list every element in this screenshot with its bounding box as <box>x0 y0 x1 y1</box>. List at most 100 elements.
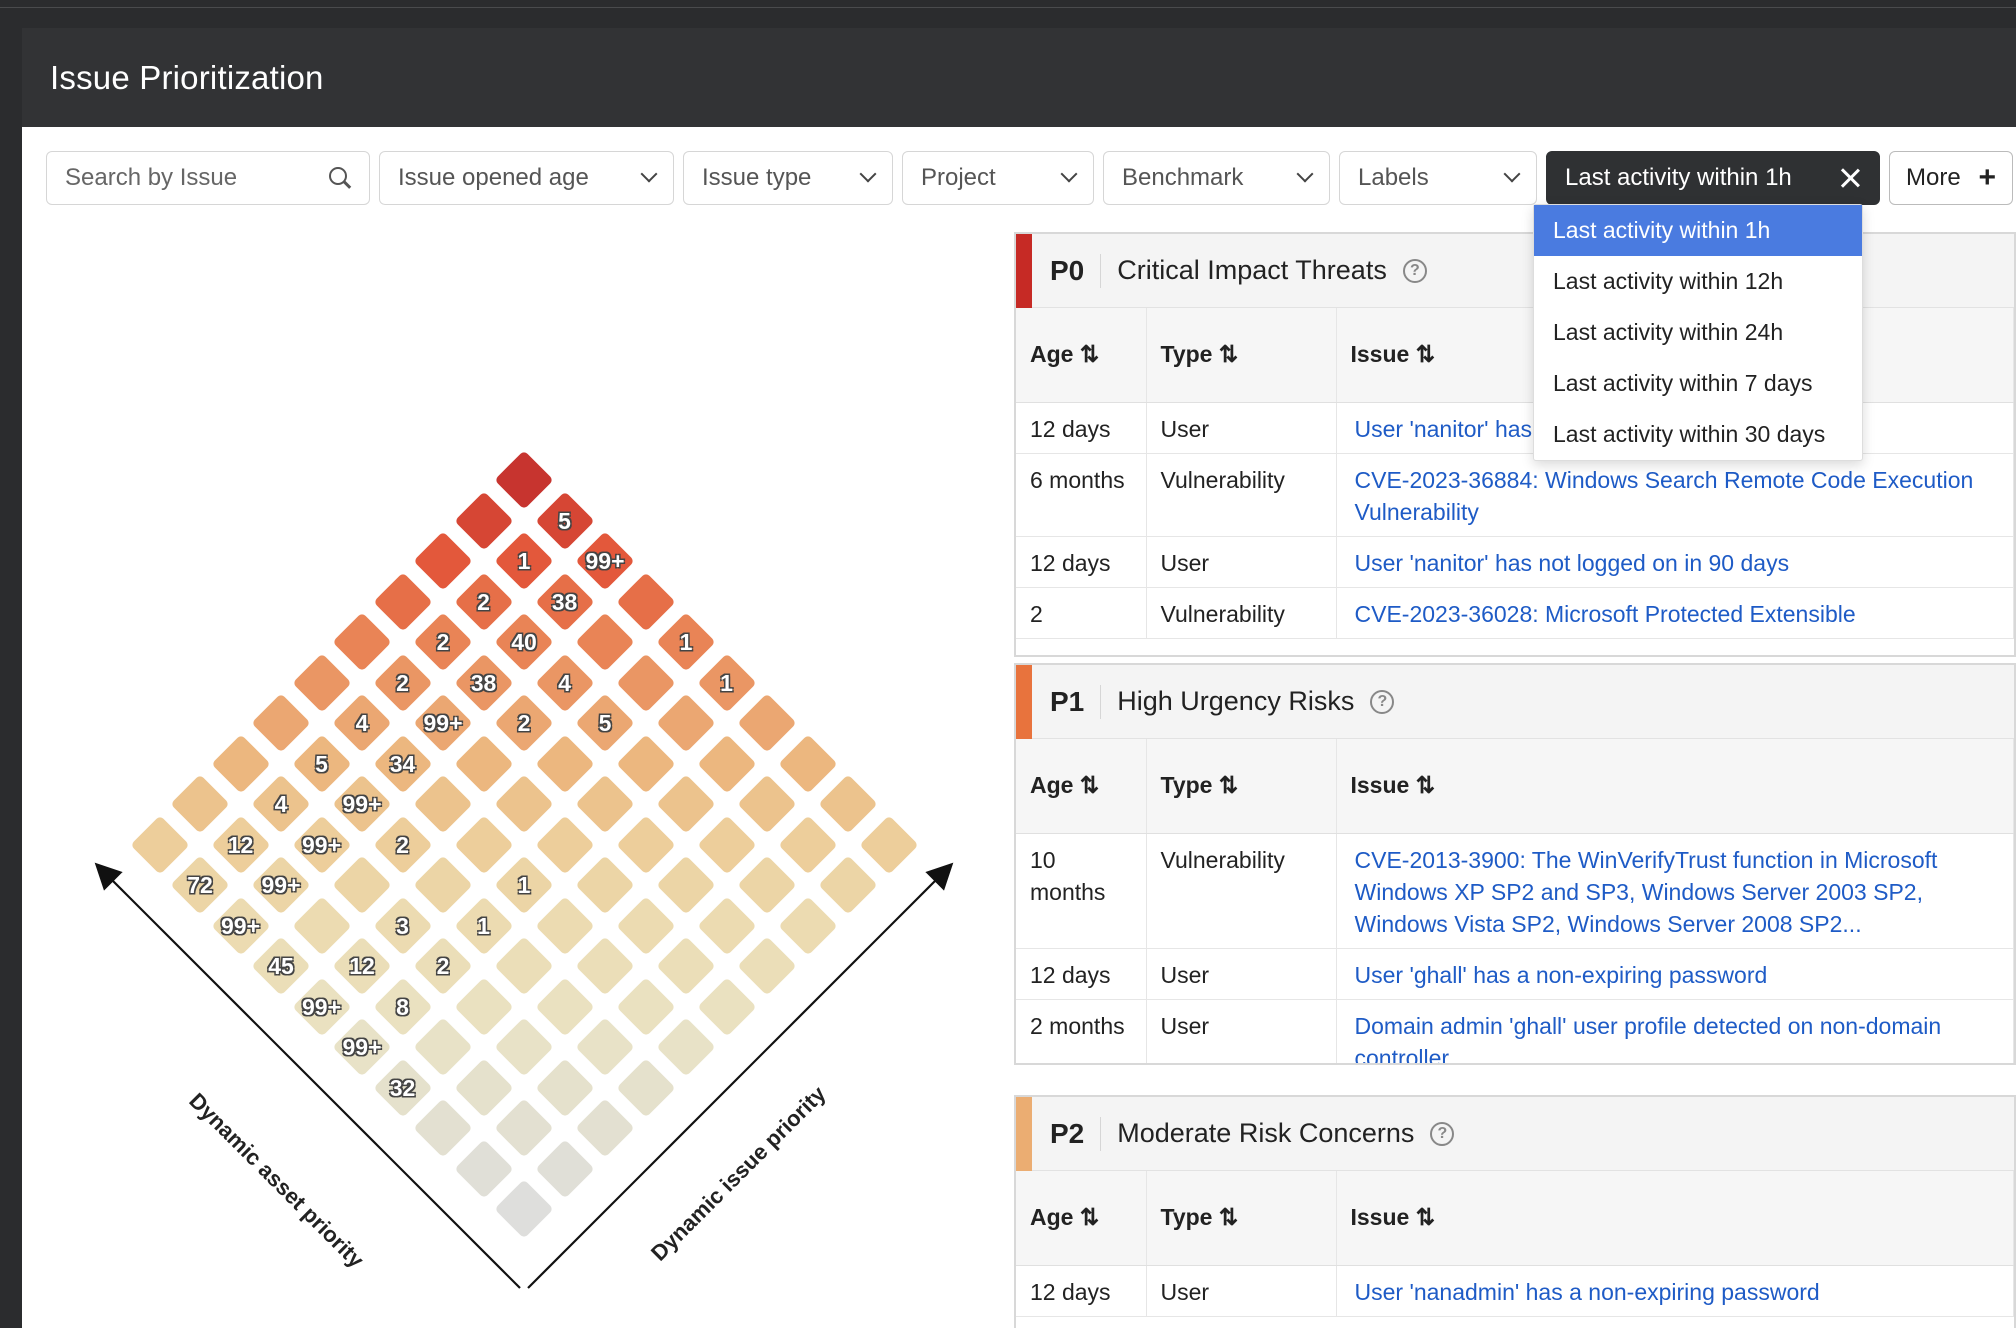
chevron-down-icon <box>640 165 658 183</box>
heatmap-cell-count: 38 <box>551 588 578 615</box>
priority-code: P1 <box>1032 684 1102 719</box>
age-cell: 12 days <box>1016 536 1147 588</box>
issue-opened-age-dropdown[interactable]: Issue opened age <box>379 151 674 205</box>
age-column-header[interactable]: Age ⇅ <box>1016 739 1147 834</box>
panel-header: Issue Prioritization <box>22 28 2016 127</box>
heatmap-cell-count: 5 <box>558 507 571 534</box>
window-left-strip <box>0 8 22 1328</box>
issues-table: Age ⇅ Type ⇅ Issue ⇅ 12 days User User 'nanad… <box>1016 1171 2014 1317</box>
type-column-header[interactable]: Type ⇅ <box>1146 1171 1337 1266</box>
more-filters-button[interactable]: More + <box>1889 151 2013 205</box>
heatmap-cell-count: 38 <box>470 669 497 696</box>
age-cell: 12 days <box>1016 402 1147 454</box>
table-row[interactable]: 6 months Vulnerability CVE-2023-36884: Win… <box>1016 453 2014 537</box>
help-icon[interactable]: ? <box>1402 258 1427 283</box>
type-cell: User <box>1146 402 1337 454</box>
table-row[interactable]: 12 days User User 'nanadmin' has a non-exp… <box>1016 1265 2014 1317</box>
age-cell: 6 months <box>1016 453 1147 537</box>
dropdown-option[interactable]: Last activity within 30 days <box>1553 421 1826 447</box>
project-dropdown[interactable]: Project <box>902 151 1094 205</box>
table-row[interactable]: 2 months User Domain admin 'ghall' user pr… <box>1016 999 2014 1063</box>
help-icon[interactable]: ? <box>1370 689 1395 714</box>
heatmap-cell-count: 4 <box>274 791 288 817</box>
heatmap-cell-count: 40 <box>511 629 537 655</box>
issue-link[interactable]: User 'nanitor' has not logged on in 90 d… <box>1336 536 2014 588</box>
section-title: Critical Impact Threats <box>1117 255 1387 285</box>
dropdown-label: Benchmark <box>1122 164 1244 191</box>
priority-section-p2: P2 Moderate Risk Concerns? Age ⇅ Type ⇅ Issu… <box>1014 1095 2016 1328</box>
priority-section-p0: P0 Critical Impact Threats? Age ⇅ Type ⇅ Iss… <box>1014 232 2016 657</box>
table-row[interactable]: 2 Vulnerability CVE-2023-36028: Microsoft … <box>1016 587 2014 639</box>
age-cell: 12 days <box>1016 1265 1147 1317</box>
issue-prioritization-panel: Issue Prioritization Search by Issue Iss… <box>22 28 2016 1328</box>
heatmap-cell-count: 12 <box>349 953 375 979</box>
heatmap-cell-count: 72 <box>187 872 213 898</box>
issue-link[interactable]: CVE-2023-36028: Microsoft Protected Exte… <box>1336 587 2014 639</box>
issue-column-header[interactable]: Issue ⇅ <box>1336 739 2014 834</box>
heatmap-cell-count: 99+ <box>423 710 463 736</box>
heatmap-cell-count: 34 <box>389 750 416 777</box>
issue-link[interactable]: CVE-2013-3900: The WinVerifyTrust functi… <box>1336 833 2014 949</box>
issue-link[interactable]: CVE-2023-36884: Windows Search Remote Co… <box>1336 453 2014 537</box>
heatmap-cell-count: 2 <box>436 629 450 655</box>
filter-bar: Search by Issue Issue opened age Issue t… <box>46 151 2013 205</box>
active-filter-label: Last activity within 1h <box>1565 164 1792 191</box>
priority-section-p1: P1 High Urgency Risks? Age ⇅ Type ⇅ Issue ⇅ 1… <box>1014 663 2016 1065</box>
benchmark-dropdown[interactable]: Benchmark <box>1103 151 1330 205</box>
issue-link[interactable]: User 'ghall' has a non-expiring password <box>1336 948 2014 1000</box>
heatmap-cell-count: 12 <box>227 831 254 858</box>
issues-table: Age ⇅ Type ⇅ Issue ⇅ 12 days User User 'nanit… <box>1016 308 2014 639</box>
active-activity-filter[interactable]: Last activity within 1h <box>1546 151 1880 205</box>
heatmap-cell-count: 8 <box>396 993 409 1020</box>
heatmap-cell-count: 99+ <box>261 872 301 898</box>
dropdown-option[interactable]: Last activity within 1h <box>1534 205 1862 256</box>
dropdown-label: Issue opened age <box>398 164 589 191</box>
window-top-strip <box>0 0 2016 8</box>
section-title: Moderate Risk Concerns <box>1117 1118 1415 1148</box>
heatmap-cell-count: 1 <box>517 548 531 574</box>
chevron-down-icon <box>1296 165 1314 183</box>
chevron-down-icon <box>859 165 877 183</box>
heatmap-cell-count: 99+ <box>301 831 341 858</box>
age-cell: 2 months <box>1016 999 1147 1063</box>
priority-color-bar <box>1016 1097 1032 1171</box>
heatmap-cell-count: 2 <box>396 831 409 858</box>
age-column-header[interactable]: Age ⇅ <box>1016 308 1147 403</box>
section-header: P1 High Urgency Risks? <box>1016 665 2014 739</box>
issue-type-dropdown[interactable]: Issue type <box>683 151 893 205</box>
labels-dropdown[interactable]: Labels <box>1339 151 1537 205</box>
dropdown-option[interactable]: Last activity within 7 days <box>1553 370 1813 396</box>
table-row[interactable]: 12 days User User 'ghall' has a non-expiri… <box>1016 948 2014 1000</box>
dropdown-label: Labels <box>1358 164 1429 191</box>
age-cell: 2 <box>1016 587 1147 639</box>
type-column-header[interactable]: Type ⇅ <box>1146 308 1337 403</box>
heatmap-cell-count: 1 <box>477 912 490 939</box>
close-icon[interactable] <box>1839 167 1861 189</box>
dropdown-option[interactable]: Last activity within 24h <box>1553 319 1784 345</box>
search-input[interactable]: Search by Issue <box>46 151 370 205</box>
heatmap-cell-count: 2 <box>396 669 409 696</box>
type-cell: User <box>1146 1265 1337 1317</box>
age-column-header[interactable]: Age ⇅ <box>1016 1171 1147 1266</box>
type-column-header[interactable]: Type ⇅ <box>1146 739 1337 834</box>
heatmap-cell-count: 32 <box>389 1074 416 1101</box>
issue-link[interactable]: Domain admin 'ghall' user profile detect… <box>1336 999 2014 1063</box>
heatmap-cell-count: 99+ <box>342 1034 382 1060</box>
search-icon[interactable] <box>329 167 351 189</box>
issue-link[interactable]: User 'nanadmin' has a non-expiring passw… <box>1336 1265 2014 1317</box>
help-icon[interactable]: ? <box>1430 1121 1455 1146</box>
heatmap-cell-count: 99+ <box>342 791 382 817</box>
heatmap-cell-count: 1 <box>679 629 693 655</box>
dropdown-option[interactable]: Last activity within 12h <box>1553 268 1784 294</box>
priority-code: P0 <box>1032 253 1102 288</box>
priority-heatmap: Dynamic asset priority Dynamic issue pri… <box>82 448 962 1328</box>
chevron-down-icon <box>1060 165 1078 183</box>
dropdown-label: Project <box>921 164 996 191</box>
table-row[interactable]: 12 days User User 'nanitor' has not logged… <box>1016 536 2014 588</box>
heatmap-cell-count: 4 <box>355 710 369 736</box>
issue-column-header[interactable]: Issue ⇅ <box>1336 1171 2014 1266</box>
issues-table: Age ⇅ Type ⇅ Issue ⇅ 10 months Vulnerability… <box>1016 739 2014 1063</box>
table-row[interactable]: 10 months Vulnerability CVE-2013-3900: The… <box>1016 833 2014 949</box>
heatmap-cell-count: 99+ <box>220 912 260 939</box>
